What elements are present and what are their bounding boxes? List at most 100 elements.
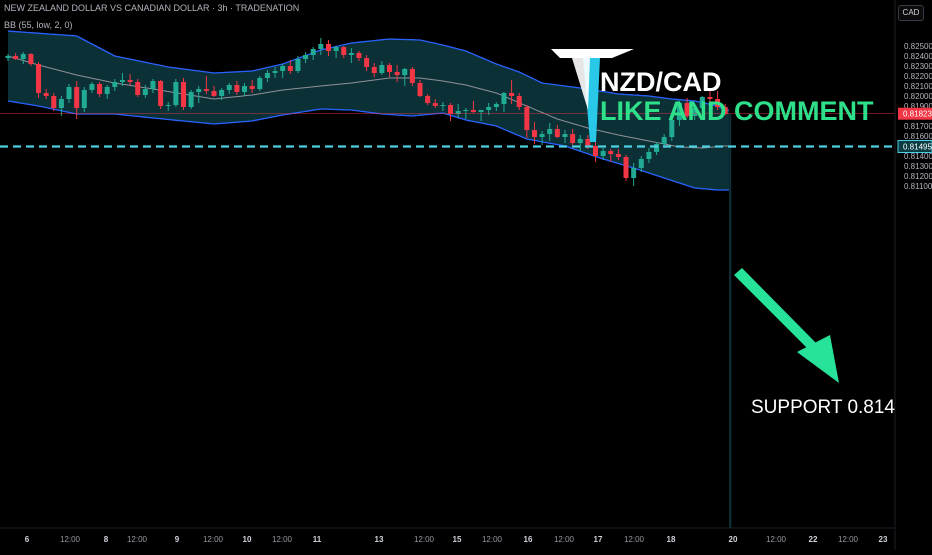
candle [295, 56, 301, 73]
logo-stem-white [572, 58, 590, 110]
candle [631, 163, 637, 186]
price-tick-label: 0.82300 [904, 62, 932, 71]
candle-body [676, 103, 682, 120]
candle [158, 80, 164, 109]
candle-body [387, 65, 392, 72]
candle-body [501, 93, 507, 104]
price-tick-label: 0.81700 [904, 122, 932, 131]
candle-body [455, 111, 461, 114]
candle [478, 110, 484, 121]
candle [333, 46, 339, 58]
candle-body [440, 105, 446, 106]
time-tick-label: 12:00 [203, 535, 224, 544]
candle-body [219, 90, 225, 96]
candle [287, 60, 293, 74]
candle [417, 80, 423, 97]
bollinger-fill [8, 31, 729, 190]
candle-body [325, 44, 331, 51]
time-tick-label: 18 [667, 535, 676, 544]
candle [325, 40, 331, 56]
candle-body [638, 159, 644, 168]
candle-body [669, 120, 675, 137]
candle-body [661, 137, 667, 144]
candle [577, 135, 583, 151]
candle-body [234, 85, 240, 92]
candle [36, 62, 42, 98]
support-price-badge: 0.81495 [897, 140, 932, 153]
candle-body [562, 134, 568, 137]
candle [74, 81, 80, 119]
currency-button[interactable]: CAD [898, 5, 924, 21]
support-label: SUPPORT 0.814 [751, 397, 895, 418]
candle [562, 130, 568, 143]
candle [119, 73, 125, 86]
last-bar-column [729, 113, 732, 528]
candle-body [463, 110, 469, 111]
candle-body [531, 130, 537, 137]
candle [486, 103, 492, 115]
candle [722, 104, 728, 115]
bb-indicator-legend[interactable]: BB (55, low, 2, 0) [4, 20, 73, 30]
candle [219, 88, 225, 100]
candle [249, 80, 255, 93]
candle-body [341, 47, 347, 55]
price-tick-label: 0.81200 [904, 172, 932, 181]
candle [264, 70, 270, 82]
candle [5, 54, 11, 61]
candle-body [158, 81, 164, 106]
candle [97, 82, 103, 97]
price-tick-label: 0.82500 [904, 42, 932, 51]
candle-body [570, 134, 576, 143]
candle [470, 101, 476, 113]
candle [669, 116, 675, 141]
candle-body [707, 97, 713, 99]
time-tick-label: 12:00 [554, 535, 575, 544]
candle-body [371, 67, 377, 73]
candle-body [20, 54, 26, 59]
candle [196, 86, 202, 103]
candle-body [646, 152, 652, 159]
time-tick-label: 16 [524, 535, 533, 544]
candlesticks [5, 38, 728, 186]
candle-body [287, 66, 293, 71]
candle [524, 105, 530, 138]
candle-body [150, 81, 156, 89]
candle [272, 67, 278, 78]
price-tick-label: 0.82000 [904, 92, 932, 101]
candle [180, 78, 186, 110]
candle-body [119, 80, 125, 82]
candle [531, 122, 537, 144]
time-tick-label: 12:00 [482, 535, 503, 544]
logo-bar-white [551, 49, 634, 58]
candle-body [211, 91, 217, 96]
time-tick-label: 17 [594, 535, 603, 544]
candle [646, 148, 652, 163]
time-tick-label: 12:00 [60, 535, 81, 544]
candle-body [470, 110, 476, 112]
candle [715, 91, 721, 110]
candle-body [623, 157, 629, 178]
candle-body [127, 80, 133, 82]
candle [425, 94, 431, 105]
candle [654, 142, 660, 155]
candle [699, 96, 705, 111]
candle [242, 83, 248, 96]
candle-body [356, 53, 362, 58]
candle-body [577, 139, 583, 143]
candle [409, 67, 415, 86]
candle [554, 125, 560, 138]
candle-body [104, 87, 110, 94]
candle-body [348, 53, 354, 55]
bollinger-basis-line [7, 55, 729, 149]
candle-body [364, 58, 370, 67]
arrow-shaft [734, 268, 818, 352]
candle-body [242, 86, 248, 92]
candle [402, 68, 408, 86]
time-tick-label: 12:00 [624, 535, 645, 544]
candle [51, 93, 57, 111]
price-tick-label: 0.81300 [904, 162, 932, 171]
candle-body [516, 96, 522, 107]
